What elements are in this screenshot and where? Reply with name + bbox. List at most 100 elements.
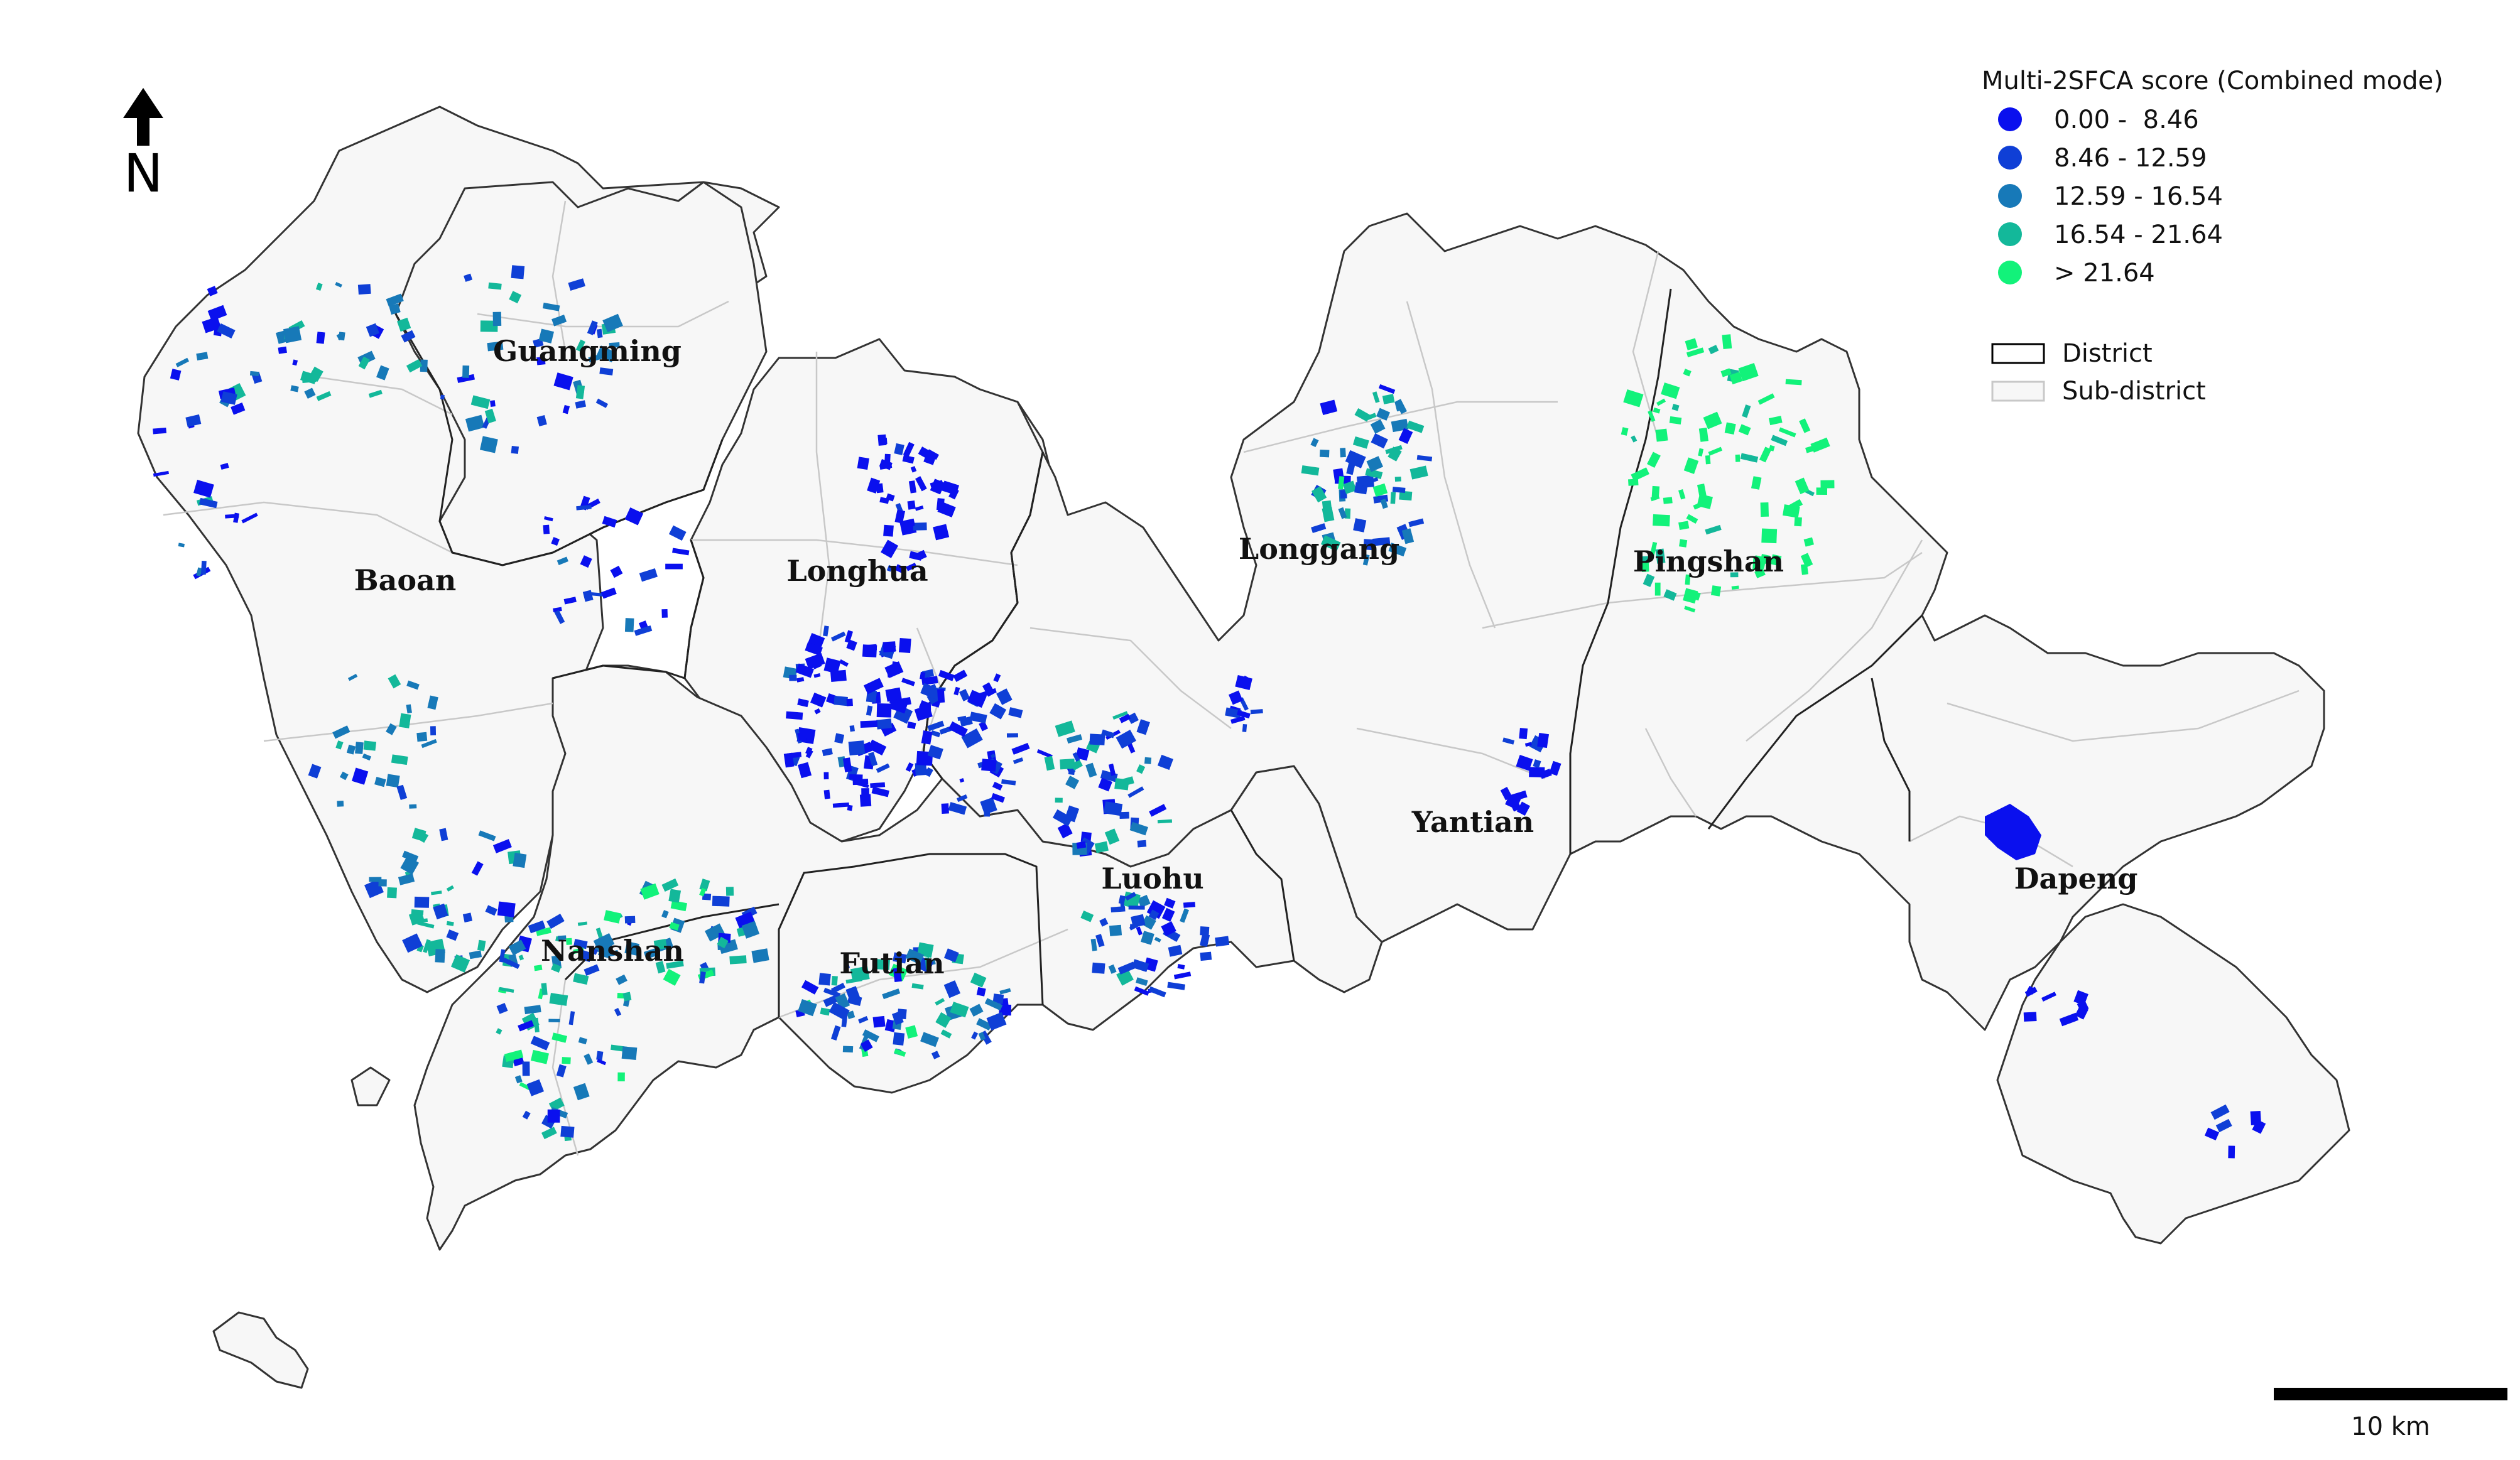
- score-patch: [411, 909, 424, 916]
- score-patch: [976, 1018, 992, 1030]
- score-patch: [893, 952, 907, 964]
- score-patch: [999, 988, 1011, 995]
- score-patch: [979, 721, 989, 732]
- score-patch: [1136, 719, 1150, 735]
- score-patch: [543, 524, 550, 534]
- score-patch: [820, 1007, 830, 1016]
- score-patch: [834, 733, 845, 744]
- score-patch: [1242, 723, 1247, 732]
- score-patch: [292, 359, 298, 366]
- score-patch: [624, 941, 640, 956]
- score-patch: [831, 976, 838, 986]
- score-patch: [1678, 521, 1690, 530]
- score-patch: [795, 663, 814, 678]
- score-patch: [725, 887, 734, 896]
- score-patch: [918, 446, 931, 459]
- score-patch: [926, 449, 939, 460]
- score-patch: [490, 400, 496, 407]
- score-patch: [1643, 573, 1655, 587]
- score-patch: [894, 1048, 906, 1057]
- score-patch: [699, 971, 706, 984]
- score-patch: [1985, 804, 2041, 860]
- score-patch: [1653, 407, 1661, 414]
- score-patch: [1362, 554, 1370, 566]
- score-patch: [562, 1057, 571, 1064]
- score-patch: [1001, 779, 1016, 786]
- score-patch: [508, 939, 526, 956]
- score-patch: [1788, 499, 1803, 511]
- score-patch: [553, 372, 573, 391]
- score-patch: [1129, 821, 1148, 836]
- score-patch: [557, 556, 568, 565]
- score-patch: [729, 955, 747, 965]
- score-patch: [886, 493, 895, 502]
- score-patch: [511, 446, 519, 454]
- score-patch: [1408, 518, 1425, 527]
- score-patch: [568, 278, 585, 291]
- score-patch: [1631, 467, 1649, 482]
- district-label-luohu: Luohu: [1101, 862, 1203, 895]
- score-patch: [1516, 801, 1531, 816]
- score-patch: [905, 1025, 918, 1039]
- score-patch: [1533, 759, 1541, 768]
- score-patch: [834, 696, 848, 706]
- score-patch: [717, 936, 729, 949]
- score-patch: [386, 293, 404, 307]
- score-patch: [640, 883, 660, 900]
- score-patch: [1114, 778, 1129, 791]
- score-patch: [591, 948, 599, 955]
- score-patch: [2026, 985, 2036, 995]
- legend-label-1: 8.46 - 12.59: [2054, 144, 2207, 173]
- score-patch: [798, 999, 817, 1017]
- score-patch: [921, 669, 935, 679]
- score-patch: [386, 723, 397, 735]
- score-patch: [446, 921, 454, 926]
- score-patch: [882, 988, 901, 1000]
- score-patch: [813, 673, 821, 678]
- score-patch: [1230, 715, 1246, 724]
- score-patch: [496, 1028, 502, 1035]
- score-patch: [368, 389, 383, 398]
- score-patch: [391, 754, 408, 765]
- score-patch: [1661, 382, 1680, 399]
- score-patch: [1398, 428, 1413, 445]
- score-patch: [374, 776, 386, 787]
- score-patch: [411, 828, 426, 841]
- score-patch: [661, 910, 669, 919]
- score-patch: [889, 698, 908, 714]
- score-patch: [496, 1003, 508, 1014]
- district-area-dapeng-south: [1996, 903, 2350, 1245]
- score-patch: [1092, 962, 1105, 974]
- score-patch: [1310, 438, 1319, 448]
- score-patch: [1108, 764, 1116, 776]
- score-patch: [925, 957, 930, 970]
- score-patch: [863, 678, 884, 695]
- score-patch: [1651, 485, 1660, 498]
- score-patch: [874, 959, 890, 970]
- score-patch: [1366, 456, 1384, 472]
- score-patch: [948, 802, 967, 815]
- score-patch: [609, 949, 619, 957]
- north-arrow: N: [123, 88, 163, 204]
- score-patch: [1122, 891, 1141, 909]
- score-patch: [830, 669, 847, 682]
- score-patch: [511, 265, 525, 279]
- score-patch: [2252, 1119, 2266, 1134]
- score-patch: [290, 385, 299, 392]
- score-patch: [1641, 561, 1649, 572]
- score-patch: [1168, 944, 1183, 957]
- score-patch: [1800, 553, 1813, 568]
- legend-class-3: 16.54 - 21.64: [1998, 220, 2223, 249]
- score-patch: [596, 345, 617, 362]
- score-patch: [1686, 514, 1698, 524]
- score-patch: [485, 905, 497, 916]
- score-patch: [518, 954, 524, 961]
- score-patch: [1395, 399, 1407, 414]
- score-patch: [959, 778, 965, 783]
- score-patch: [479, 436, 498, 453]
- score-patch: [1052, 809, 1073, 826]
- score-patch: [1705, 455, 1711, 465]
- score-patch: [1354, 408, 1371, 422]
- score-patch: [866, 705, 873, 716]
- score-patch: [870, 782, 886, 788]
